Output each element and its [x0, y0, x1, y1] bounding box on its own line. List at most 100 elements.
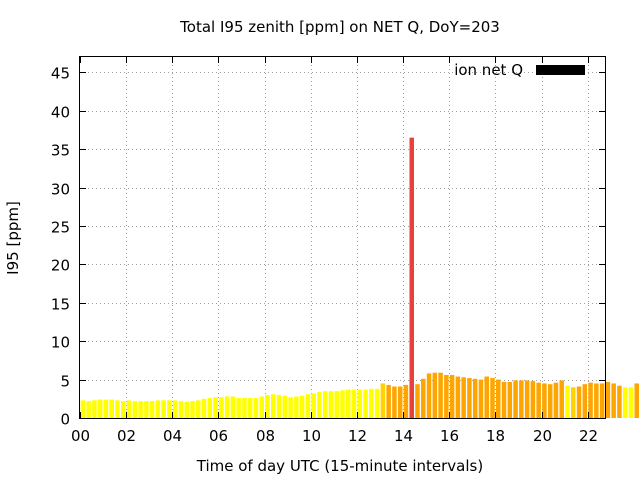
bar — [634, 383, 639, 418]
bar — [617, 385, 622, 418]
bar — [455, 376, 461, 418]
x-axis: 00 02 04 06 08 10 12 14 16 18 20 22 — [71, 57, 598, 445]
bar — [357, 389, 363, 418]
y-axis-label: I95 [ppm] — [4, 201, 22, 275]
y-tick-label: 35 — [51, 142, 70, 160]
bar — [374, 388, 380, 418]
y-tick-label: 15 — [51, 296, 70, 314]
y-tick-label: 25 — [51, 219, 70, 237]
bar — [219, 397, 224, 418]
bar — [144, 401, 149, 418]
legend-swatch — [536, 65, 585, 75]
bar — [294, 396, 299, 418]
bar — [322, 391, 328, 418]
bar — [571, 387, 576, 418]
bar — [472, 378, 478, 418]
bar — [628, 387, 634, 418]
bar — [230, 396, 236, 418]
bar — [565, 385, 570, 418]
bar — [121, 401, 126, 418]
bar — [576, 386, 582, 418]
y-tick-label: 20 — [51, 257, 70, 275]
bar — [265, 394, 270, 418]
bar — [253, 398, 259, 418]
bar — [276, 394, 282, 418]
bar — [126, 400, 132, 418]
y-tick-label: 0 — [60, 411, 70, 429]
bar — [380, 383, 386, 418]
bar — [622, 387, 628, 418]
bar — [605, 381, 611, 418]
bar — [340, 390, 345, 418]
x-tick-label: 06 — [209, 427, 228, 445]
bar — [449, 374, 455, 418]
bar — [271, 394, 276, 418]
bar — [259, 396, 264, 418]
bar — [109, 399, 114, 418]
bar — [524, 380, 530, 418]
bar — [317, 391, 322, 418]
bar — [553, 382, 559, 418]
legend-label: ion net Q — [454, 61, 523, 79]
y-axis: 0 5 10 15 20 25 30 35 40 45 — [51, 65, 605, 429]
bar — [530, 381, 536, 418]
bar — [547, 384, 553, 418]
x-tick-label: 02 — [117, 427, 136, 445]
bar — [363, 389, 368, 418]
x-tick-label: 20 — [533, 427, 552, 445]
bar — [190, 401, 195, 418]
bar — [536, 382, 541, 418]
bar — [92, 400, 97, 418]
x-tick-label: 10 — [302, 427, 321, 445]
bar — [496, 379, 501, 418]
bar-series — [80, 137, 639, 418]
bar — [559, 380, 564, 418]
bar — [438, 372, 443, 418]
bar — [299, 395, 305, 418]
bar — [599, 383, 605, 418]
bar — [167, 400, 172, 418]
bar — [334, 391, 339, 418]
bar — [351, 389, 357, 418]
bar — [588, 382, 593, 418]
bar — [467, 378, 472, 418]
bar — [444, 374, 449, 418]
bar — [161, 400, 166, 418]
x-tick-label: 18 — [486, 427, 505, 445]
bar — [86, 401, 91, 418]
bar — [409, 137, 414, 418]
plot-frame — [79, 56, 606, 419]
y-tick-label: 30 — [51, 181, 70, 199]
bar — [432, 372, 438, 418]
bar — [386, 384, 391, 418]
chart-title: Total I95 zenith [ppm] on NET Q, DoY=203 — [179, 18, 500, 36]
bar — [201, 398, 207, 418]
y-tick-label: 40 — [51, 104, 70, 122]
bar — [184, 401, 189, 418]
bar — [594, 383, 599, 418]
bar — [542, 383, 547, 418]
bar — [311, 393, 316, 418]
x-tick-label: 08 — [256, 427, 275, 445]
bar — [507, 381, 513, 418]
bar — [426, 373, 432, 418]
bar — [207, 398, 213, 418]
bar — [172, 400, 178, 418]
bar — [582, 384, 588, 418]
bar — [513, 380, 518, 418]
x-tick-label: 00 — [71, 427, 90, 445]
bar — [247, 398, 253, 418]
bar — [484, 376, 489, 418]
bar — [282, 395, 288, 418]
bar — [421, 378, 426, 418]
bar — [115, 400, 120, 418]
bar — [288, 397, 293, 418]
bar — [242, 398, 247, 418]
bar — [392, 386, 397, 418]
bar — [611, 383, 616, 418]
bar — [103, 399, 109, 418]
bar — [478, 379, 484, 418]
bar — [305, 394, 311, 418]
bar — [403, 384, 409, 418]
